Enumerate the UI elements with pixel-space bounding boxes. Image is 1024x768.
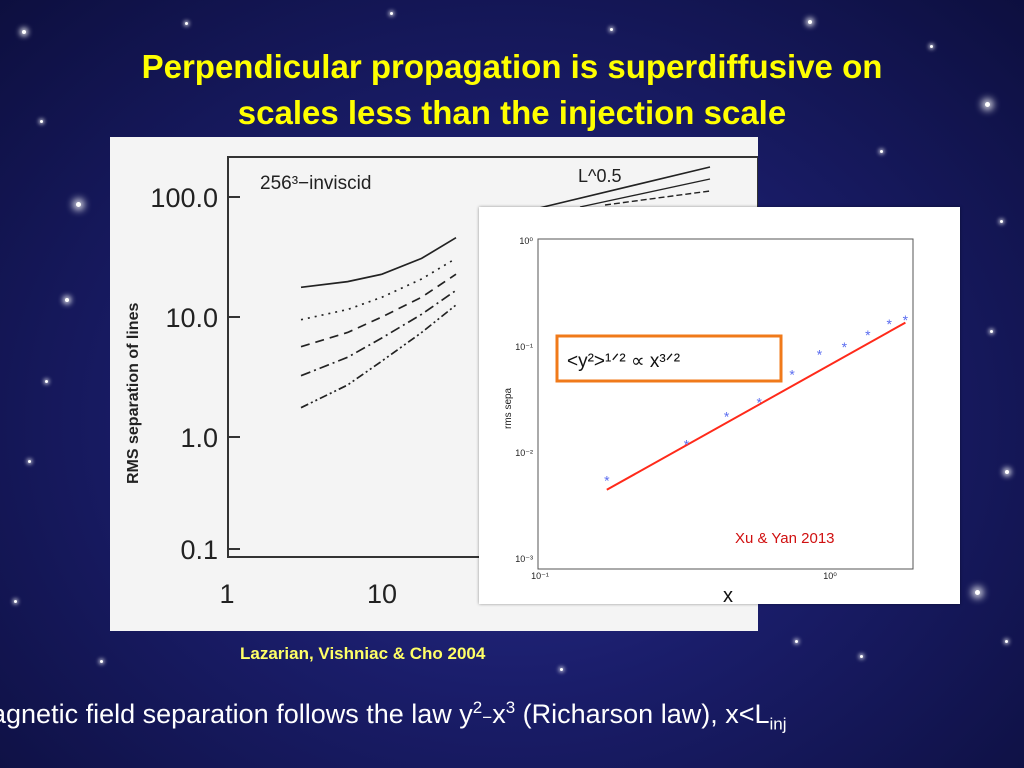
right-y-tick-label: 10⁻² xyxy=(515,448,533,458)
star xyxy=(390,12,393,15)
bottom-sup-1: 2 xyxy=(472,698,483,717)
formula-text: <y²>¹ᐟ² ∝ x³ᐟ² xyxy=(567,351,680,372)
data-point: * xyxy=(903,312,909,328)
source-label: Xu & Yan 2013 xyxy=(735,530,835,547)
star xyxy=(795,640,798,643)
left-series-line xyxy=(300,236,457,289)
star xyxy=(185,22,188,25)
left-y-tick-label: 100.0 xyxy=(150,183,218,213)
star xyxy=(930,45,933,48)
data-point: * xyxy=(684,437,690,453)
data-point: * xyxy=(756,394,762,410)
right-y-tick-label: 10⁻¹ xyxy=(515,342,533,352)
data-point: * xyxy=(604,473,610,489)
title-line-1: Perpendicular propagation is superdiffus… xyxy=(141,48,883,85)
right-ylabel: rms sepa xyxy=(503,387,514,429)
left-reference-line-2 xyxy=(579,178,711,208)
star xyxy=(860,655,863,658)
left-series-line xyxy=(300,289,457,377)
left-series-line xyxy=(300,257,457,321)
bottom-text-2: x xyxy=(492,699,506,729)
data-point: * xyxy=(886,316,892,332)
star xyxy=(1005,470,1009,474)
left-y-tick-label: 10.0 xyxy=(165,303,218,333)
right-xlabel: x xyxy=(723,585,733,604)
bottom-text-1: agnetic field separation follows the law… xyxy=(0,699,473,729)
data-point: * xyxy=(865,327,871,343)
left-x-tick-label: 1 xyxy=(219,579,234,609)
bottom-statement: agnetic field separation follows the law… xyxy=(0,698,787,734)
star xyxy=(610,28,613,31)
left-annotation: 256³−inviscid xyxy=(260,173,371,194)
star xyxy=(975,590,980,595)
formula-box xyxy=(555,334,783,383)
right-plot-frame xyxy=(537,238,914,570)
left-chart: 100.0 10.0 1.0 0.11 10 256³−inviscid L^0.5 R… xyxy=(125,156,759,609)
right-figure: 10⁰ 10⁻¹ 10⁻² 10⁻³ 10⁻¹ 10⁰ rms sepa * * * * * * * *… xyxy=(479,207,960,607)
data-point: * xyxy=(789,367,795,383)
citation-caption: Lazarian, Vishniac & Cho 2004 xyxy=(240,644,486,663)
left-axis-ticks: 100.0 10.0 1.0 0.11 10 xyxy=(150,183,397,609)
right-y-tick-label: 10⁰ xyxy=(519,236,533,246)
bottom-text-3: (Richarson law), x<L xyxy=(515,699,770,729)
title-line-2: scales less than the injection scale xyxy=(237,94,787,131)
star xyxy=(22,30,26,34)
star xyxy=(808,20,812,24)
star xyxy=(45,380,48,383)
star xyxy=(76,202,81,207)
bottom-sub: inj xyxy=(769,714,787,734)
right-x-tick-label: 10⁻¹ xyxy=(531,571,549,581)
star xyxy=(985,102,990,107)
bottom-sep: − xyxy=(482,708,493,727)
star xyxy=(560,668,563,671)
right-y-tick-label: 10⁻³ xyxy=(515,554,533,564)
star xyxy=(880,150,883,153)
star xyxy=(28,460,31,463)
left-series-line xyxy=(300,273,457,348)
data-point: * xyxy=(724,409,730,425)
right-axis-ticks: 10⁰ 10⁻¹ 10⁻² 10⁻³ 10⁻¹ 10⁰ xyxy=(515,236,837,581)
left-series-group xyxy=(300,236,457,409)
star xyxy=(40,120,43,123)
left-x-tick-label: 10 xyxy=(367,579,397,609)
star xyxy=(1000,220,1003,223)
right-x-tick-label: 10⁰ xyxy=(823,571,837,581)
star xyxy=(14,600,17,603)
star xyxy=(65,298,69,302)
left-series-line xyxy=(300,304,457,409)
left-ref-label: L^0.5 xyxy=(578,166,621,186)
star xyxy=(990,330,993,333)
left-reference-line-1 xyxy=(534,166,711,210)
bottom-sup-2: 3 xyxy=(505,698,516,717)
left-ylabel: RMS separation of lines xyxy=(125,303,142,484)
data-point: * xyxy=(817,347,823,363)
star xyxy=(1005,640,1008,643)
fit-line xyxy=(606,321,906,491)
right-marks-group: * * * * * * * * * * xyxy=(604,312,909,491)
left-y-tick-label: 0.1 xyxy=(180,535,218,565)
star xyxy=(100,660,103,663)
left-y-tick-label: 1.0 xyxy=(180,423,218,453)
data-point: * xyxy=(842,339,848,355)
slide-title: Perpendicular propagation is superdiffus… xyxy=(0,44,1024,136)
